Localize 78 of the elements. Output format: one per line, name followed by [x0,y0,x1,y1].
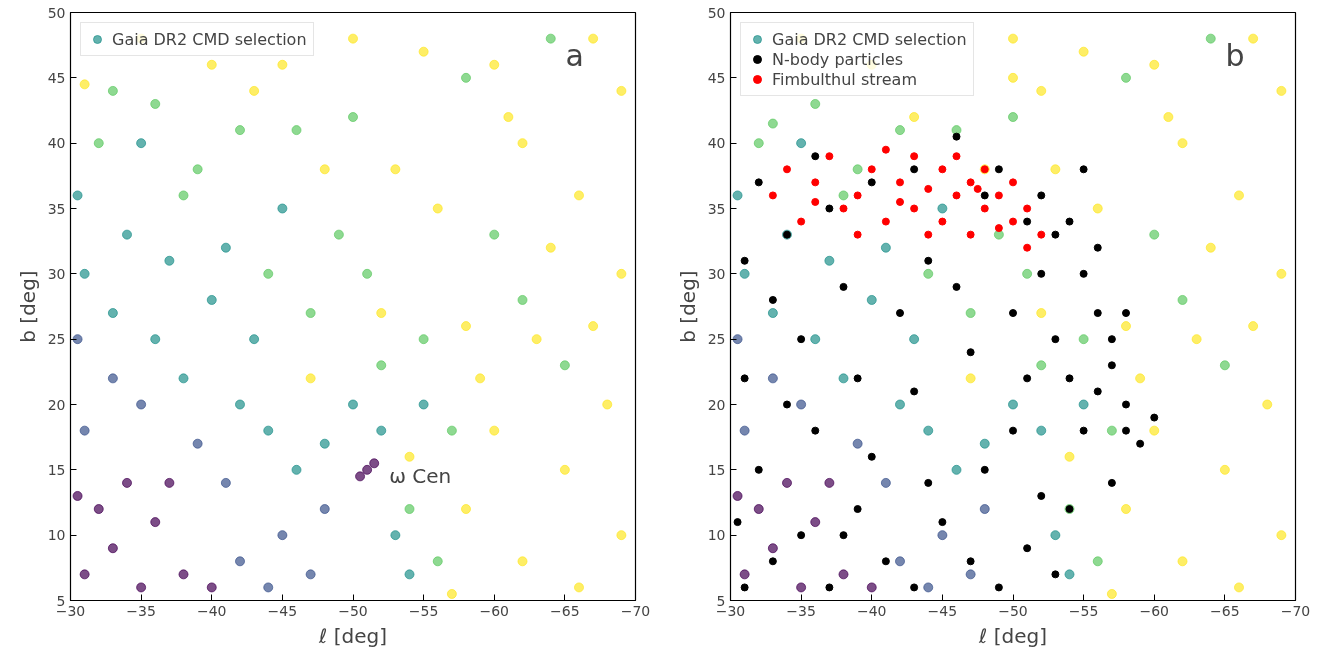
legend-label: Gaia DR2 CMD selection [112,29,307,49]
annotation: a [565,37,584,73]
y-tick-label: 15 [47,461,66,478]
point [1009,217,1017,226]
y-tick-label: 40 [47,135,66,152]
point [952,191,961,200]
y-tick-label: 50 [47,4,66,21]
x-tick-label: −65 [550,602,580,619]
y-tick-label: 30 [707,265,726,282]
point [1009,178,1017,187]
legend-label: Gaia DR2 CMD selection [772,29,967,49]
y-tick-label: 45 [707,69,726,86]
point [811,197,820,206]
y-tick-label: 30 [47,265,66,282]
point [924,230,933,239]
y-tick-label: 25 [47,331,66,348]
point [896,197,904,206]
x-tick-label: −35 [126,602,156,619]
x-tick-label: −70 [1280,602,1311,619]
point [994,191,1003,200]
point [966,178,975,187]
y-tick-label: 15 [707,461,726,478]
point [973,184,982,193]
point [797,217,806,226]
y-tick-label: 50 [707,4,726,21]
y-tick-label: 10 [707,527,726,544]
point [966,230,975,239]
point [867,165,876,174]
point [938,217,947,226]
point [952,152,961,161]
point [881,217,890,226]
point [924,184,933,193]
point [910,152,919,161]
x-tick-label: −50 [338,602,368,619]
annotation: b [1225,37,1245,73]
point [1037,230,1046,239]
x-tick-label: −45 [267,602,298,619]
x-tick-label: −40 [856,602,887,619]
point [896,178,904,187]
x-tick-label: −45 [927,602,958,619]
point [783,165,791,174]
point [980,204,989,213]
legend-label: N-body particles [772,49,904,69]
y-tick-label: 25 [707,331,726,348]
x-tick-label: −55 [408,602,439,619]
point [1023,243,1032,252]
point [1023,204,1032,213]
x-tick-label: −70 [620,602,651,619]
point [825,152,834,161]
x-tick-label: −35 [786,602,816,619]
y-tick-label: 20 [47,396,66,413]
x-tick-label: −55 [1068,602,1099,619]
point [839,204,848,213]
x-tick-label: −60 [479,602,510,619]
x-axis-title: ℓ [deg] [318,623,387,648]
y-tick-label: 45 [47,69,66,86]
annotation: ω Cen [389,463,452,488]
y-axis-title: b [deg] [675,270,700,343]
point [853,230,862,239]
x-axis-title: ℓ [deg] [978,623,1047,648]
x-tick-label: −60 [1139,602,1170,619]
y-tick-label: 35 [707,200,726,217]
y-tick-label: 20 [707,396,726,413]
x-tick-label: −50 [998,602,1028,619]
point [881,145,890,154]
x-tick-label: −40 [196,602,227,619]
y-tick-label: 35 [47,200,66,217]
point [938,165,947,174]
point [853,191,862,200]
x-tick-label: −65 [1210,602,1240,619]
point [994,224,1003,233]
legend-label: Fimbulthul stream [772,69,917,89]
point [768,191,777,200]
y-tick-label: 10 [47,527,66,544]
y-tick-label: 40 [707,135,726,152]
point [811,178,820,187]
point [910,204,919,213]
y-axis-title: b [deg] [15,270,40,343]
